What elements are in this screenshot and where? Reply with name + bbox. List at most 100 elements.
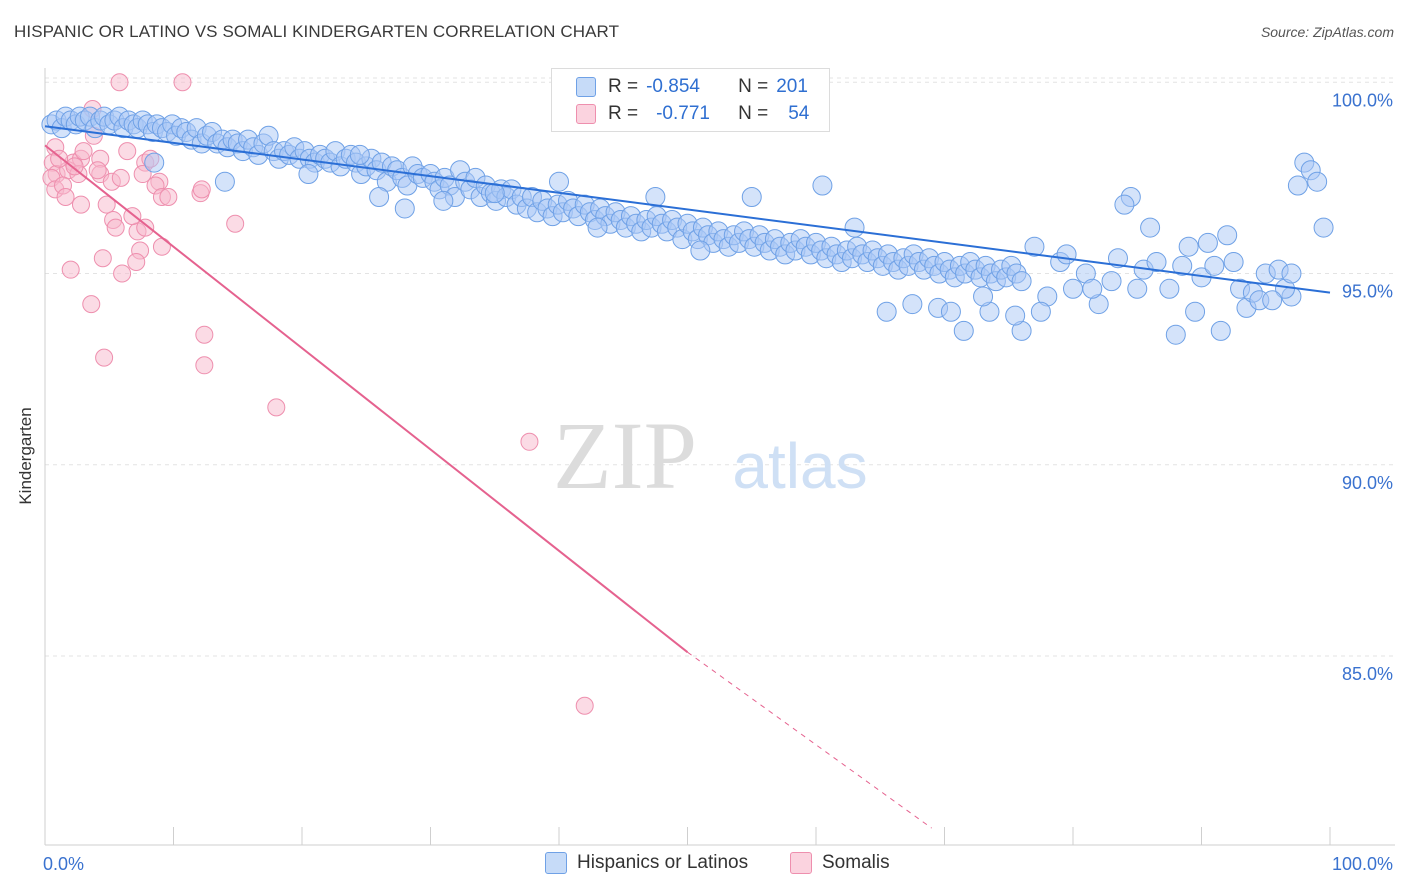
legend-swatch-blue <box>576 77 596 97</box>
hispanic-point <box>369 187 390 207</box>
trendlines <box>44 125 1331 829</box>
hispanic-point <box>876 301 897 322</box>
hispanic-point <box>484 183 505 204</box>
somali-point <box>95 348 114 367</box>
axes <box>44 68 1395 846</box>
legend-r-label: R = <box>608 103 639 124</box>
hispanic-point <box>1114 194 1135 215</box>
hispanic-point <box>1217 225 1238 246</box>
legend-row-somalis: R = -0.771 N = 54 <box>576 102 809 126</box>
legend-item-somalis[interactable]: Somalis <box>790 852 890 874</box>
legend-item-label: Hispanics or Latinos <box>577 852 749 873</box>
hispanic-point <box>1011 271 1032 292</box>
legend-n-label: N = <box>738 76 769 97</box>
hispanic-point <box>690 240 711 261</box>
y-tick-label: 100.0% <box>1332 90 1393 110</box>
hispanic-point <box>1313 217 1334 238</box>
hispanic-point <box>940 301 961 322</box>
hispanic-point <box>1223 252 1244 273</box>
hispanic-point <box>1307 171 1328 192</box>
hispanic-point <box>1185 301 1206 322</box>
legend-row-hispanics: R = -0.854 N = 201 <box>576 75 808 99</box>
hispanic-point <box>1210 320 1231 341</box>
somali-point <box>113 264 132 283</box>
x-tick-label: 100.0% <box>1332 854 1393 874</box>
hispanic-point <box>1178 236 1199 257</box>
somali-point <box>133 165 152 184</box>
hispanic-point <box>144 152 165 173</box>
somali-point <box>74 142 93 161</box>
hispanic-point <box>587 217 608 238</box>
swatch-somalis <box>790 852 812 874</box>
chart-title: HISPANIC OR LATINO VS SOMALI KINDERGARTE… <box>14 22 620 41</box>
legend-n-label: N = <box>738 103 769 124</box>
hispanic-point <box>1056 244 1077 265</box>
hispanic-point <box>349 144 370 165</box>
hispanic-point <box>394 198 415 219</box>
hispanic-point <box>1127 278 1148 299</box>
hispanic-point <box>844 217 865 238</box>
hispanic-point <box>1165 324 1186 345</box>
hispanic-point <box>1146 252 1167 273</box>
hispanic-point <box>1107 248 1128 269</box>
hispanic-point <box>298 164 319 185</box>
hispanic-point <box>1063 278 1083 299</box>
somali-point <box>127 253 146 272</box>
legend-n-value: 54 <box>788 103 810 124</box>
somali-point <box>195 325 214 344</box>
somali-point <box>118 142 137 161</box>
hispanic-point <box>812 175 833 196</box>
legend-n-value: 201 <box>776 76 808 97</box>
tick-labels: 85.0% 90.0% 95.0% 100.0% 0.0% 100.0% <box>43 90 1393 874</box>
somali-point <box>65 157 84 176</box>
hispanic-point <box>953 320 974 341</box>
y-tick-label: 90.0% <box>1342 473 1393 493</box>
somali-point <box>106 218 125 237</box>
hispanic-point <box>433 190 454 211</box>
hispanic-point <box>1287 175 1308 196</box>
legend-item-hispanics[interactable]: Hispanics or Latinos <box>545 852 748 874</box>
hispanic-point <box>1172 255 1193 276</box>
hispanic-point <box>1140 217 1161 238</box>
legend-r-value: -0.771 <box>656 103 710 124</box>
somali-point <box>97 195 116 214</box>
somali-point <box>159 188 178 206</box>
hispanic-point <box>1159 278 1180 299</box>
somali-point <box>267 398 286 417</box>
somali-point <box>136 218 155 237</box>
legend-item-label: Somalis <box>822 852 890 873</box>
hispanic-point <box>1101 271 1122 292</box>
correlation-legend: R = -0.854 N = 201 R = -0.771 N = 54 <box>551 68 830 132</box>
somali-point <box>50 149 69 168</box>
somali-point <box>61 260 80 279</box>
hispanic-point <box>973 286 994 307</box>
hispanic-point <box>214 171 235 192</box>
somalis-trendline <box>44 144 689 653</box>
somali-point <box>173 73 192 92</box>
somali-point <box>520 432 539 451</box>
hispanic-point <box>1024 236 1045 257</box>
hispanics-trendline <box>44 125 1331 294</box>
watermark-atlas: atlas <box>732 430 867 502</box>
hispanic-point <box>1262 290 1283 311</box>
y-tick-label: 85.0% <box>1342 664 1393 684</box>
hispanic-point <box>1082 278 1103 299</box>
x-tick-label: 0.0% <box>43 854 84 874</box>
hispanic-point <box>1030 301 1051 322</box>
y-axis-label: Kindergarten <box>16 407 35 505</box>
hispanic-point <box>1197 232 1218 253</box>
somali-point <box>195 356 214 375</box>
source-credit: Source: ZipAtlas.com <box>1260 24 1394 40</box>
hispanic-point <box>1005 305 1026 326</box>
somali-point <box>56 188 75 206</box>
hispanic-point <box>645 187 666 207</box>
somali-point <box>82 295 101 314</box>
somali-point <box>575 696 594 715</box>
watermark-zip: ZIP <box>553 402 697 509</box>
somali-point <box>152 237 171 256</box>
hispanic-point <box>902 294 923 315</box>
hispanic-point <box>741 187 762 207</box>
somali-point <box>88 161 107 180</box>
legend-swatch-pink <box>576 104 596 124</box>
